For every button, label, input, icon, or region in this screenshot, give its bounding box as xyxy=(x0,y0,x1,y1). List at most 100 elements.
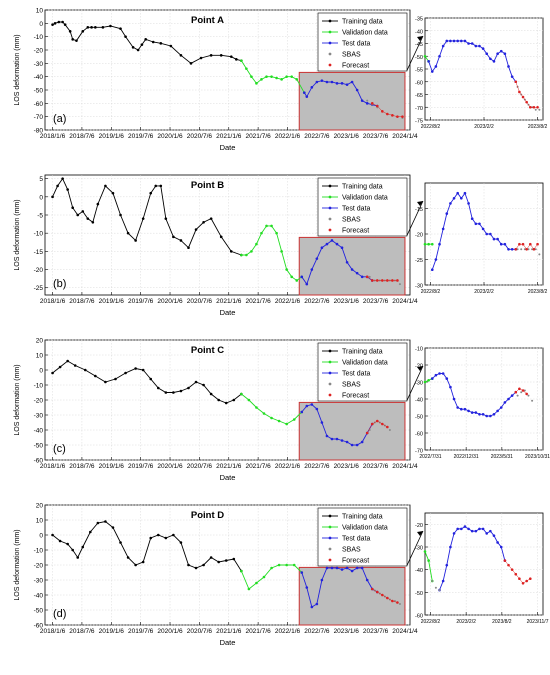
y-axis-label: LOS deformation (mm) xyxy=(14,199,21,270)
inset-data-point xyxy=(460,39,463,43)
x-tick-label: 2018/7/6 xyxy=(69,298,95,305)
data-point xyxy=(277,563,281,567)
inset-data-point xyxy=(478,527,481,531)
inset-data-point xyxy=(423,242,427,246)
data-point xyxy=(398,603,401,605)
legend-label: Training data xyxy=(342,349,383,356)
legend-marker xyxy=(328,228,332,232)
y-tick-label: 20 xyxy=(36,503,44,510)
inset-data-point xyxy=(507,563,510,567)
data-point xyxy=(134,563,137,567)
inset-data-point xyxy=(499,406,503,409)
inset-data-point xyxy=(503,401,507,404)
x-tick-label: 2023/7/6 xyxy=(363,133,389,140)
inset-y-tick-label: -65 xyxy=(415,93,423,99)
data-point xyxy=(396,279,399,282)
inset-data-point xyxy=(460,197,463,200)
data-point xyxy=(194,566,198,570)
inset-y-tick-label: -70 xyxy=(415,106,423,112)
inset-data-point xyxy=(427,379,430,382)
legend-marker xyxy=(328,52,332,56)
data-point xyxy=(325,434,329,438)
inset-data-point xyxy=(503,52,507,55)
data-point xyxy=(345,566,349,570)
x-tick-label: 2020/7/6 xyxy=(187,298,213,305)
data-point xyxy=(179,541,183,544)
data-point xyxy=(136,48,140,52)
inset-data-point xyxy=(427,242,430,246)
data-point xyxy=(66,359,69,363)
data-point xyxy=(355,271,359,275)
data-point xyxy=(365,431,369,435)
data-point xyxy=(217,560,220,564)
inset-data-point xyxy=(534,248,537,251)
inset-data-point xyxy=(470,411,474,414)
inset-data-point xyxy=(528,242,532,246)
data-point xyxy=(247,587,251,591)
inset-data-point xyxy=(518,577,521,581)
inset-connector-arrow xyxy=(406,35,424,71)
data-point xyxy=(350,268,354,271)
inset-data-point xyxy=(470,217,474,220)
data-point xyxy=(320,421,324,424)
legend-marker xyxy=(328,525,332,529)
inset-data-point xyxy=(438,589,441,592)
data-point xyxy=(310,605,314,609)
highlight-region xyxy=(298,401,406,461)
x-tick-label: 2018/1/6 xyxy=(40,628,66,635)
legend-marker xyxy=(328,514,332,518)
data-point xyxy=(51,533,54,537)
legend-marker xyxy=(328,371,332,375)
y-tick-label: -80 xyxy=(34,128,44,135)
inset-data-point xyxy=(456,39,459,43)
x-tick-label: 2018/7/6 xyxy=(69,628,95,635)
series-line xyxy=(301,567,378,608)
data-point xyxy=(370,587,374,591)
data-point xyxy=(81,545,85,549)
data-point xyxy=(245,253,248,257)
inset-data-point xyxy=(485,52,489,55)
x-tick-label: 2021/7/6 xyxy=(245,298,271,305)
data-point xyxy=(51,371,54,375)
data-point xyxy=(149,191,153,195)
data-point xyxy=(156,386,160,390)
data-point xyxy=(141,368,145,372)
data-point xyxy=(53,22,57,25)
data-point xyxy=(340,82,344,85)
data-point xyxy=(360,99,364,102)
data-point xyxy=(366,99,369,102)
inset-data-point xyxy=(492,413,496,416)
inset-data-point xyxy=(525,579,528,583)
y-tick-label: -40 xyxy=(34,428,44,435)
data-point xyxy=(320,246,324,250)
inset-data-point xyxy=(485,414,489,418)
legend-label: Forecast xyxy=(342,393,369,400)
x-tick-label: 2019/7/6 xyxy=(128,463,154,470)
inset-data-point xyxy=(525,248,528,251)
inset-data-point xyxy=(485,532,489,535)
data-point xyxy=(172,533,175,537)
y-tick-label: 5 xyxy=(39,176,43,183)
x-tick-label: 2022/1/6 xyxy=(275,298,301,305)
y-tick-label: -10 xyxy=(34,383,44,390)
x-tick-label: 2021/1/6 xyxy=(216,133,242,140)
chart-title: Point C xyxy=(191,345,224,356)
legend-label: Validation data xyxy=(342,360,388,367)
data-point xyxy=(330,566,334,570)
data-point xyxy=(280,250,283,253)
inset-data-point xyxy=(521,95,525,99)
data-point xyxy=(151,40,155,44)
inset-data-point xyxy=(463,407,467,411)
x-tick-label: 2024/1/4 xyxy=(392,298,418,305)
data-point xyxy=(240,253,243,257)
data-point xyxy=(172,391,175,394)
data-point xyxy=(154,184,158,188)
data-point xyxy=(194,228,198,231)
inset-data-point xyxy=(449,202,452,205)
y-tick-label: -20 xyxy=(34,563,44,570)
inset-y-tick-label: -30 xyxy=(415,284,423,290)
y-tick-label: 0 xyxy=(39,194,43,201)
y-axis-label: LOS deformation (mm) xyxy=(14,34,21,105)
